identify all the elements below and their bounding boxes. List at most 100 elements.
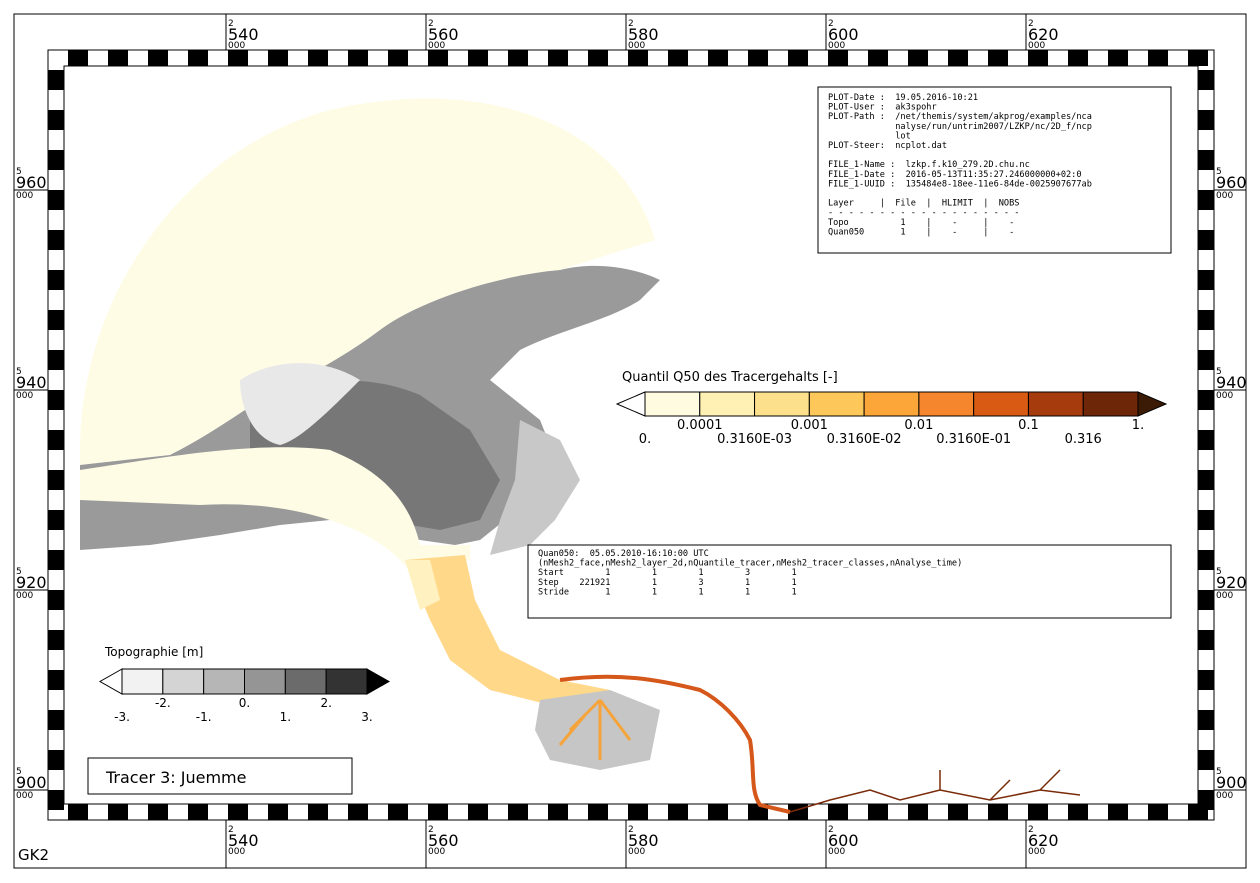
y-tick-prefix: 5: [16, 167, 22, 177]
checker-block: [828, 804, 848, 820]
y-tick-prefix: 5: [1216, 767, 1222, 777]
info-line: PLOT-Steer: ncplot.dat: [828, 141, 947, 151]
y-tick-label: 940: [16, 373, 47, 392]
checker-block: [948, 50, 968, 66]
checker-block: [1198, 390, 1214, 410]
variable-box: [527, 544, 1172, 619]
branches: [558, 698, 632, 760]
checker-block: [1108, 50, 1128, 66]
checker-block: [308, 804, 328, 820]
checker-block: [48, 190, 64, 210]
checker-block: [668, 804, 688, 820]
checker-block: [1148, 804, 1168, 820]
checker-block: [188, 50, 208, 66]
y-tick-label: 920: [1216, 573, 1247, 592]
info-line: Layer | File | HLIMIT | NOBS: [828, 199, 1019, 209]
checker-block: [388, 50, 408, 66]
x-tick-label: 600: [828, 831, 859, 850]
estuary: [405, 555, 615, 705]
checker-block: [48, 710, 64, 730]
legend-swatch: [325, 668, 368, 695]
checker-block: [1198, 470, 1214, 490]
info-box: [817, 86, 1172, 254]
checker-block: [68, 50, 88, 66]
corner-label: GK2: [18, 846, 49, 864]
checker-block: [1148, 50, 1168, 66]
x-tick-label: 540: [228, 25, 259, 44]
checker-block: [1198, 590, 1214, 610]
checker-block: [1198, 110, 1214, 130]
legend-swatch: [121, 668, 164, 695]
checker-block: [148, 50, 168, 66]
variable-line: Quan050: 05.05.2010-16:10:00 UTC: [538, 549, 709, 559]
legend-swatch: [699, 391, 756, 417]
y-tick-suffix: 000: [16, 791, 33, 801]
legend-swatch: [162, 668, 205, 695]
legend-swatch: [973, 391, 1029, 417]
checker-block: [748, 50, 768, 66]
checker-block: [48, 550, 64, 570]
checker-block: [1198, 70, 1214, 90]
info-line: lot: [828, 131, 911, 141]
checker-block: [108, 804, 128, 820]
basin: [535, 690, 660, 770]
x-tick-suffix: 000: [228, 847, 245, 857]
checker-block: [1028, 50, 1048, 66]
x-tick-suffix: 000: [428, 41, 445, 51]
checker-block: [788, 50, 808, 66]
y-tick-prefix: 5: [16, 767, 22, 777]
checker-block: [48, 510, 64, 530]
y-tick-suffix: 000: [1216, 791, 1233, 801]
checker-block: [148, 804, 168, 820]
checker-block: [508, 804, 528, 820]
checker-block: [1198, 710, 1214, 730]
y-tick-suffix: 000: [16, 391, 33, 401]
checker-block: [428, 50, 448, 66]
legend-label: 3.: [361, 710, 372, 724]
legend-label: 2.: [320, 696, 331, 710]
legend-label: -3.: [114, 710, 130, 724]
checker-block: [468, 804, 488, 820]
map-drawing: [80, 98, 1081, 814]
checker-block: [1068, 804, 1088, 820]
x-tick-suffix: 000: [828, 41, 845, 51]
checker-block: [748, 804, 768, 820]
checker-block: [1028, 804, 1048, 820]
legend-label: 0.3160E-01: [936, 432, 1011, 447]
checker-block: [468, 50, 488, 66]
checker-block: [228, 804, 248, 820]
checker-block: [908, 50, 928, 66]
checker-block: [708, 804, 728, 820]
y-tick-prefix: 5: [1216, 167, 1222, 177]
legend-label: 0.3160E-03: [717, 432, 792, 447]
shore: [490, 420, 580, 555]
checker-block: [508, 50, 528, 66]
checker-block: [1198, 670, 1214, 690]
legend-label: 0.1: [1018, 418, 1039, 433]
checker-block: [1198, 310, 1214, 330]
x-tick-prefix: 2: [1028, 825, 1034, 835]
x-tick-suffix: 000: [828, 847, 845, 857]
x-tick-label: 620: [1028, 25, 1059, 44]
checker-block: [628, 804, 648, 820]
checker-block: [188, 804, 208, 820]
x-tick-label: 580: [628, 25, 659, 44]
checker-block: [348, 50, 368, 66]
tributaries: [789, 769, 1081, 813]
checker-block: [948, 804, 968, 820]
title-box: [87, 757, 353, 795]
checker-block: [988, 804, 1008, 820]
x-tick-prefix: 2: [628, 19, 634, 29]
checker-block: [348, 804, 368, 820]
x-tick-suffix: 000: [1028, 847, 1045, 857]
legend-label: 0.0001: [677, 418, 723, 433]
checker-block: [828, 50, 848, 66]
checker-block: [1068, 50, 1088, 66]
checker-block: [48, 630, 64, 650]
checker-block: [68, 804, 88, 820]
legend-label: 0.316: [1065, 432, 1102, 447]
legend-swatch: [244, 668, 286, 695]
legend-swatch: [644, 391, 701, 417]
legend-label: 0.001: [791, 418, 828, 433]
